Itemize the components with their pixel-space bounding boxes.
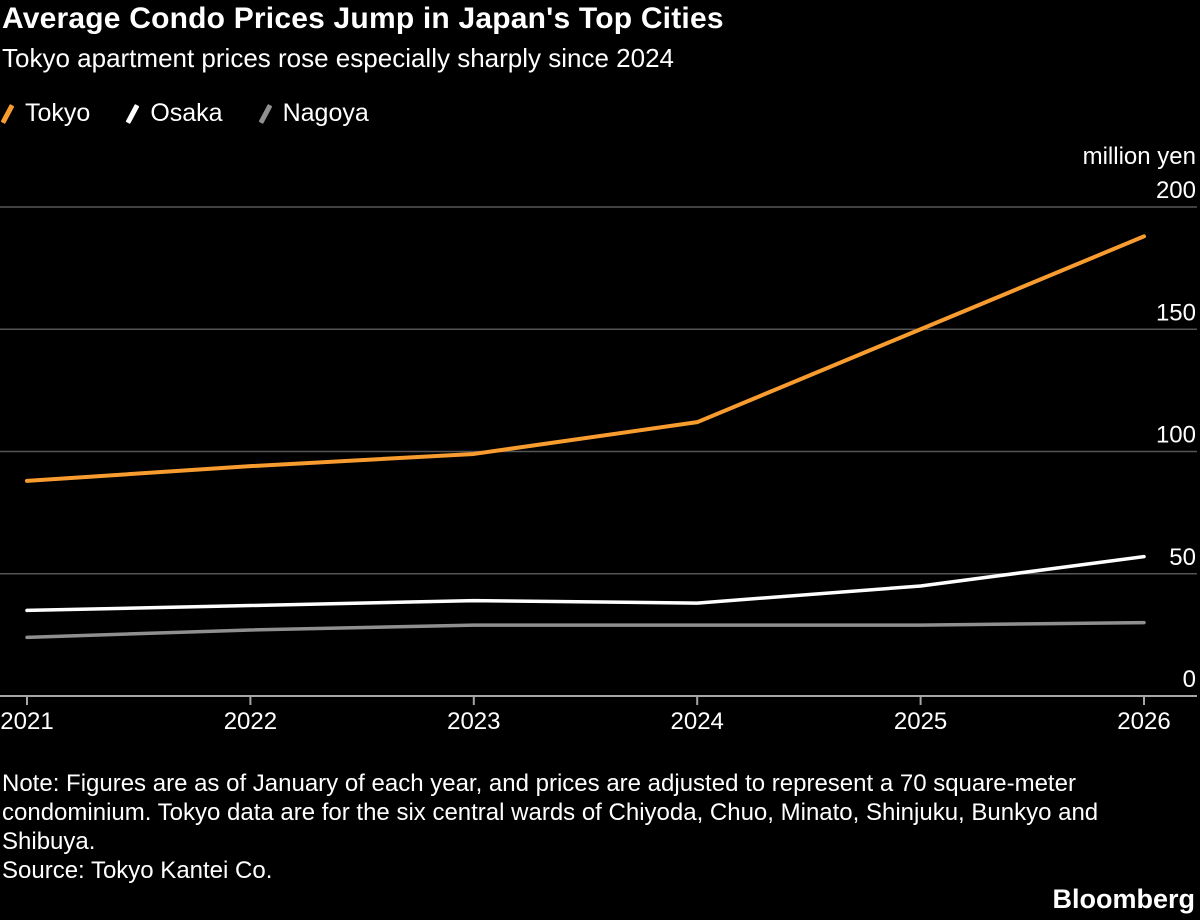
- source-text: Source: Tokyo Kantei Co.: [2, 857, 273, 884]
- legend-label-osaka: Osaka: [150, 99, 223, 127]
- note-line-3: Shibuya.: [2, 828, 96, 855]
- y-tick-label: 0: [1183, 666, 1196, 693]
- x-tick-label: 2026: [1117, 708, 1170, 735]
- note-line-1: Note: Figures are as of January of each …: [2, 770, 1076, 797]
- legend-item-tokyo: Tokyo: [0, 99, 91, 128]
- chart-title: Average Condo Prices Jump in Japan's Top…: [2, 2, 724, 35]
- footnote-block: Note: Figures are as of January of each …: [2, 769, 1098, 885]
- x-tick-label: 2021: [0, 708, 53, 735]
- y-tick-label: 100: [1156, 422, 1196, 449]
- y-tick-label: 50: [1169, 544, 1196, 571]
- y-axis-unit-label: million yen: [1082, 143, 1196, 170]
- legend-item-osaka: Osaka: [125, 99, 223, 128]
- y-tick-label: 150: [1156, 299, 1196, 326]
- legend: Tokyo Osaka Nagoya: [0, 99, 409, 128]
- legend-label-tokyo: Tokyo: [25, 99, 91, 127]
- legend-item-nagoya: Nagoya: [258, 99, 369, 128]
- y-tick-label: 200: [1156, 177, 1196, 204]
- series-line-osaka: [25, 554, 1146, 613]
- series-line-nagoya: [25, 620, 1146, 640]
- x-tick-label: 2022: [224, 708, 277, 735]
- chart-subtitle: Tokyo apartment prices rose especially s…: [2, 43, 675, 73]
- x-tick-label: 2024: [671, 708, 724, 735]
- series-line-tokyo: [25, 234, 1146, 483]
- note-line-2: condominium. Tokyo data are for the six …: [2, 799, 1099, 826]
- x-tick-label: 2023: [447, 708, 500, 735]
- legend-label-nagoya: Nagoya: [282, 99, 369, 127]
- x-tick-label: 2025: [894, 708, 947, 735]
- bloomberg-logo: Bloomberg: [1052, 884, 1195, 914]
